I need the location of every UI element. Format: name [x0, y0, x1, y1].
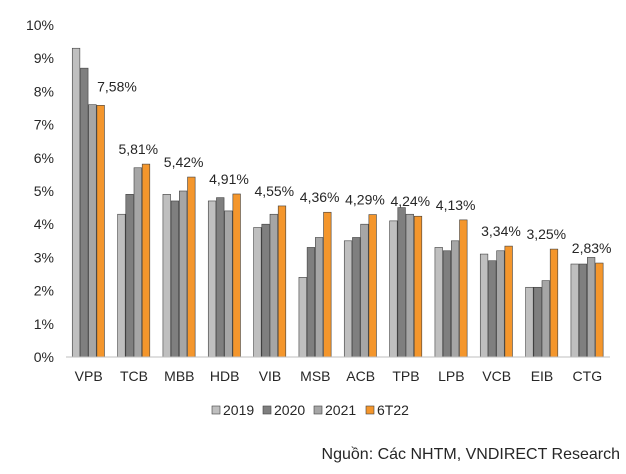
bar-2019-ACB	[343, 240, 353, 358]
legend: 2019 2020 2021 6T22	[211, 402, 409, 418]
data-label-MBB: 5,42%	[164, 154, 204, 170]
y-tick-label: 5%	[34, 183, 54, 199]
bar-2019-LPB	[434, 247, 443, 358]
bar-2020-ACB	[352, 237, 361, 358]
bar-2021-LPB	[451, 240, 460, 358]
bar-2019-VIB	[253, 227, 262, 358]
data-label-MSB: 4,36%	[300, 189, 340, 205]
bar-2020-TPB	[397, 207, 406, 358]
y-tick-label: 7%	[34, 117, 54, 133]
x-tick-label: MBB	[164, 368, 194, 384]
legend-label-6T22: 6T22	[377, 402, 409, 418]
data-label-EIB: 3,25%	[526, 226, 566, 242]
bar-6T22-EIB	[549, 248, 559, 358]
data-label-VCB: 3,34%	[481, 223, 521, 239]
data-label-CTG: 2,83%	[572, 240, 612, 256]
data-label-TCB: 5,81%	[118, 141, 158, 157]
y-tick-label: 1%	[34, 316, 54, 332]
bar-2021-TCB	[133, 167, 142, 358]
bar-2020-VIB	[261, 223, 270, 358]
bar-2019-TPB	[389, 220, 398, 358]
legend-swatch-2020	[262, 405, 272, 415]
bar-2019-VPB	[71, 47, 81, 358]
bar-6T22-CTG	[595, 262, 604, 358]
data-label-TPB: 4,24%	[390, 193, 430, 209]
bars	[71, 47, 604, 358]
x-tick-label: HDB	[210, 368, 240, 384]
bar-2021-VIB	[269, 213, 278, 358]
data-label-LPB: 4,13%	[436, 197, 476, 213]
y-tick-label: 0%	[34, 349, 54, 365]
data-label-ACB: 4,29%	[345, 192, 385, 208]
data-label-HDB: 4,91%	[209, 171, 249, 187]
bar-2020-VCB	[488, 260, 497, 358]
x-tick-label: EIB	[531, 368, 554, 384]
legend-label-2020: 2020	[274, 402, 305, 418]
x-tick-label: TCB	[120, 368, 148, 384]
bar-2021-HDB	[224, 210, 233, 358]
y-tick-label: 4%	[34, 216, 54, 232]
data-labels: 7,58% 5,81% 5,42% 4,91% 4,55% 4,36% 4,29% 4,24%…	[97, 78, 611, 256]
legend-label-2019: 2019	[223, 402, 254, 418]
bar-2020-TCB	[125, 194, 134, 358]
bar-2020-LPB	[442, 250, 452, 358]
bar-2021-CTG	[587, 257, 596, 358]
y-tick-label: 2%	[34, 283, 54, 299]
legend-swatch-2019	[211, 405, 221, 415]
bar-2020-MBB	[170, 200, 180, 358]
bar-2021-VPB	[88, 104, 97, 358]
bar-2020-EIB	[533, 286, 542, 358]
bar-2019-CTG	[570, 263, 579, 358]
x-tick-label: TPB	[392, 368, 419, 384]
bar-2021-VCB	[496, 250, 505, 358]
y-tick-label: 9%	[34, 50, 54, 66]
y-tick-label: 10%	[26, 17, 54, 33]
bar-6T22-TPB	[413, 215, 423, 358]
x-tick-label: ACB	[346, 368, 375, 384]
x-tick-label: CTG	[573, 368, 603, 384]
bar-6T22-VPB	[96, 105, 105, 358]
y-tick-label: 6%	[34, 150, 54, 166]
y-tick-label: 3%	[34, 249, 54, 265]
x-tick-label: LPB	[438, 368, 464, 384]
x-tick-label: VPB	[75, 368, 103, 384]
bar-2019-MBB	[162, 194, 171, 358]
bar-2021-ACB	[360, 223, 369, 358]
bar-2021-MSB	[315, 237, 324, 358]
bar-2020-HDB	[216, 197, 225, 358]
bar-6T22-MSB	[323, 211, 332, 358]
x-axis: VPB TCB MBB HDB VIB MSB ACB TPB LPB VCB EIB CTG	[66, 356, 610, 384]
bar-2021-TPB	[405, 213, 414, 358]
bar-6T22-VCB	[504, 245, 513, 358]
bar-2020-VPB	[80, 67, 89, 358]
bar-2020-CTG	[578, 263, 588, 358]
bar-2021-EIB	[541, 280, 550, 358]
bar-2019-MSB	[298, 277, 307, 358]
source-note: Nguồn: Các NHTM, VNDIRECT Research	[321, 446, 620, 463]
x-tick-label: VCB	[482, 368, 511, 384]
legend-swatch-6T22	[365, 405, 375, 415]
legend-label-2021: 2021	[325, 402, 356, 418]
bar-6T22-ACB	[368, 214, 377, 358]
bar-2019-VCB	[479, 253, 489, 358]
bar-2019-HDB	[207, 200, 217, 358]
bar-2021-MBB	[179, 190, 188, 358]
bar-2019-EIB	[525, 286, 534, 358]
data-label-VIB: 4,55%	[254, 183, 294, 199]
bar-2020-MSB	[306, 247, 316, 358]
bar-6T22-HDB	[232, 193, 241, 358]
bar-2019-TCB	[117, 213, 126, 358]
y-tick-label: 8%	[34, 83, 54, 99]
bar-6T22-LPB	[459, 219, 468, 358]
bar-6T22-MBB	[187, 176, 196, 358]
bar-6T22-VIB	[277, 205, 287, 358]
legend-swatch-2021	[313, 405, 323, 415]
x-tick-label: MSB	[300, 368, 330, 384]
bar-6T22-TCB	[141, 163, 151, 358]
y-axis: 0% 1% 2% 3% 4% 5% 6% 7% 8% 9% 10%	[26, 17, 54, 365]
data-label-VPB: 7,58%	[97, 78, 137, 94]
x-tick-label: VIB	[259, 368, 282, 384]
